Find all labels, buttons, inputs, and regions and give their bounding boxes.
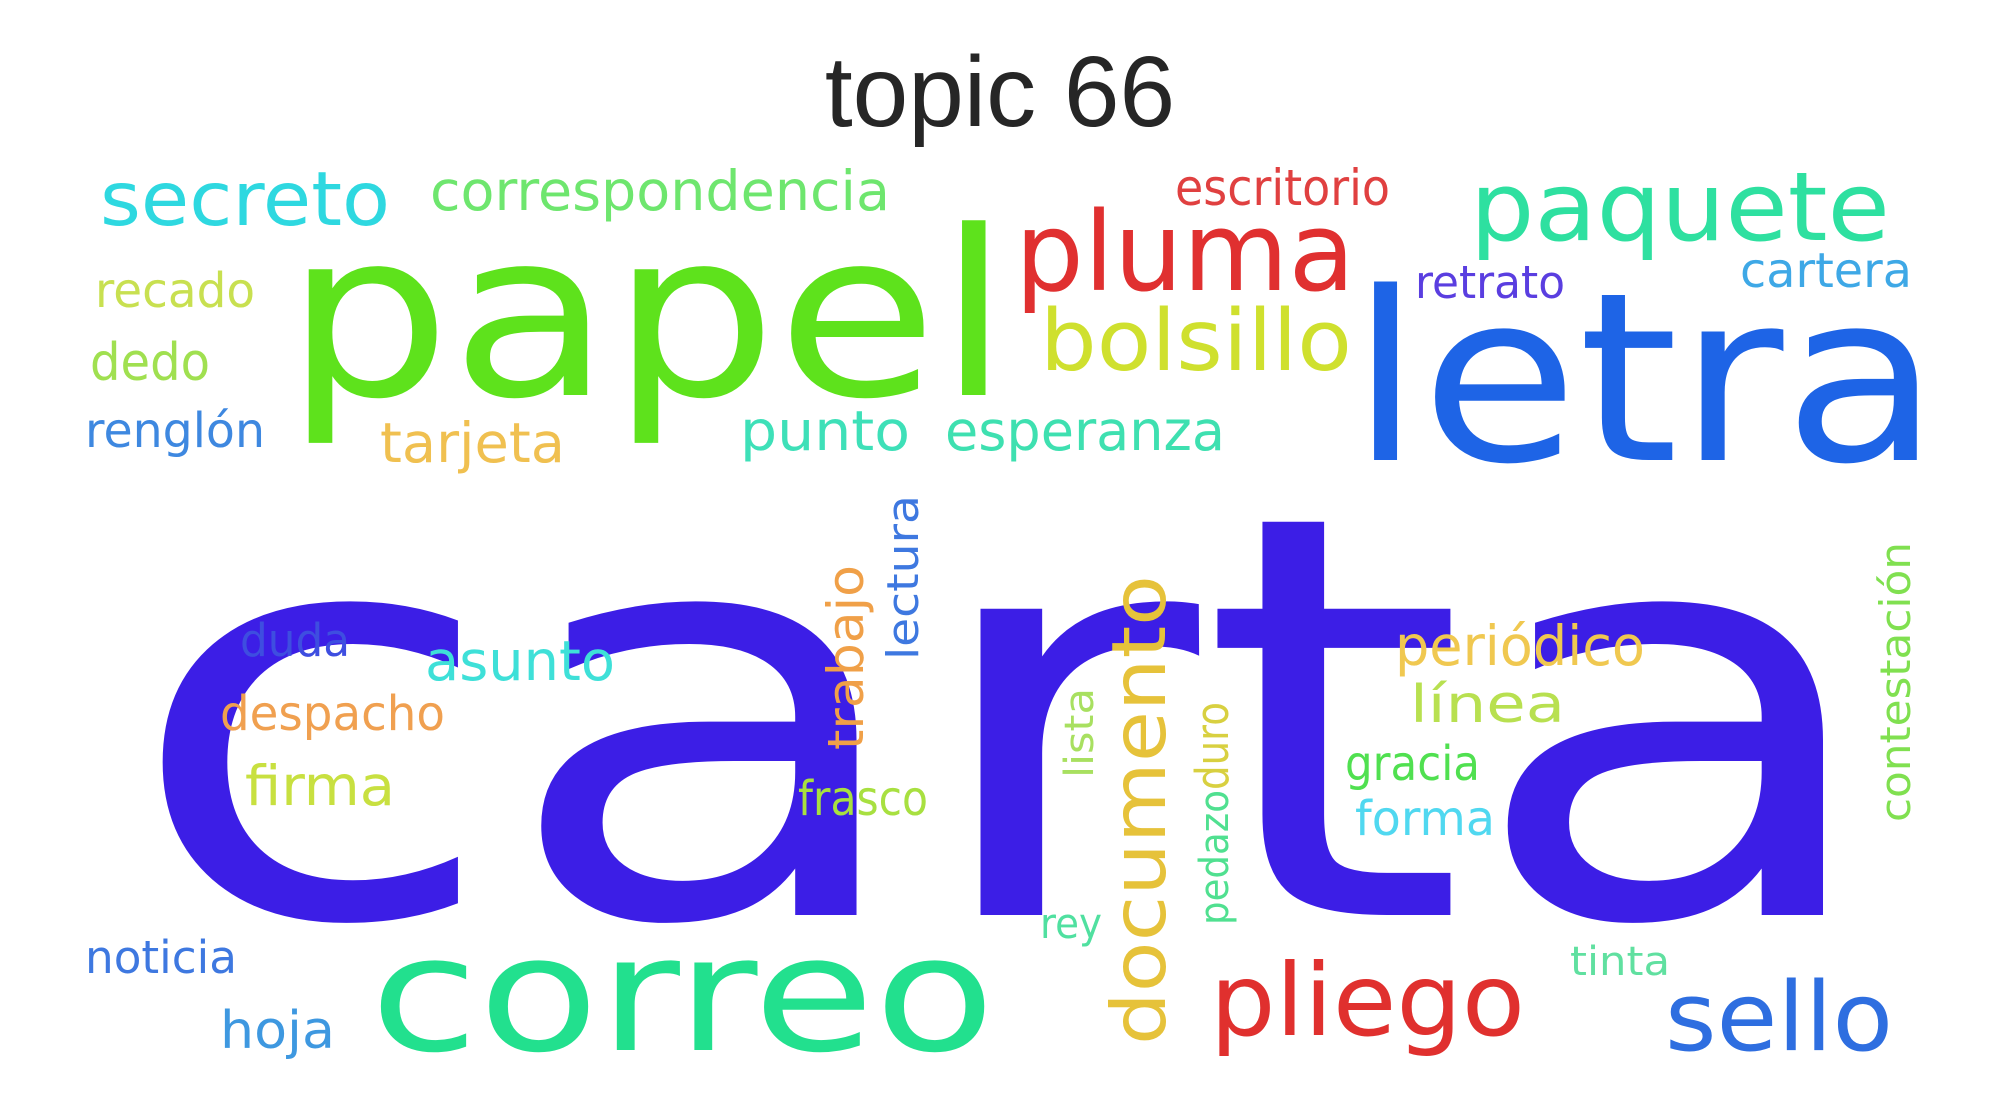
word-retrato: retrato bbox=[1415, 256, 1565, 309]
word-papel: papel bbox=[285, 183, 1010, 450]
word-renglón: renglón bbox=[85, 403, 265, 459]
word-contestación: contestación bbox=[1871, 542, 1920, 822]
word-esperanza: esperanza bbox=[945, 399, 1225, 463]
word-sello: sello bbox=[1665, 963, 1893, 1073]
word-duro: duro bbox=[1186, 702, 1239, 790]
word-frasco: frasco bbox=[798, 771, 928, 827]
word-documento: documento bbox=[1095, 575, 1183, 1045]
word-paquete: paquete bbox=[1470, 153, 1890, 263]
word-gracia: gracia bbox=[1345, 736, 1480, 792]
word-bolsillo: bolsillo bbox=[1040, 292, 1352, 391]
word-tarjeta: tarjeta bbox=[380, 411, 565, 475]
word-hoja: hoja bbox=[220, 1001, 335, 1061]
word-dedo: dedo bbox=[90, 333, 210, 393]
word-letra: letra bbox=[1350, 243, 1940, 516]
word-correo: correo bbox=[370, 901, 995, 1088]
word-carta: carta bbox=[125, 396, 1885, 1048]
word-rey: rey bbox=[1040, 899, 1102, 948]
word-tinta: tinta bbox=[1570, 939, 1670, 985]
word-pliego: pliego bbox=[1210, 942, 1525, 1059]
page-title: topic 66 bbox=[824, 36, 1176, 148]
word-pluma: pluma bbox=[1015, 188, 1355, 316]
word-secreto: secreto bbox=[100, 155, 390, 243]
word-escritorio: escritorio bbox=[1175, 159, 1390, 217]
word-asunto: asunto bbox=[425, 629, 615, 693]
word-despacho: despacho bbox=[220, 686, 445, 742]
word-forma: forma bbox=[1355, 791, 1495, 847]
word-pedazo: pedazo bbox=[1192, 790, 1238, 925]
word-duda: duda bbox=[240, 614, 350, 667]
word-trabajo: trabajo bbox=[817, 565, 875, 750]
word-periódico: periódico bbox=[1395, 614, 1645, 678]
word-recado: recado bbox=[95, 263, 255, 319]
word-cartera: cartera bbox=[1740, 243, 1912, 299]
word-firma: firma bbox=[245, 754, 395, 818]
word-noticia: noticia bbox=[85, 931, 237, 984]
word-punto: punto bbox=[740, 399, 910, 463]
word-línea: línea bbox=[1410, 675, 1565, 735]
word-correspondencia: correspondencia bbox=[430, 159, 890, 223]
word-lista: lista bbox=[1057, 688, 1103, 778]
word-lectura: lectura bbox=[878, 495, 929, 660]
